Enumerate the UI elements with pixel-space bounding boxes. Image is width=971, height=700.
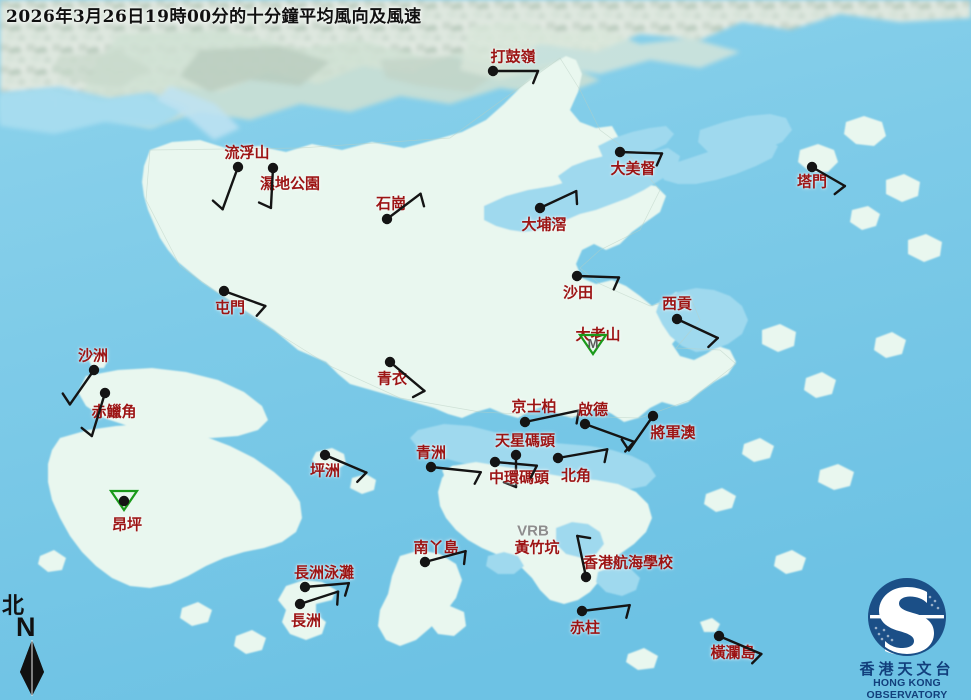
svg-text:M: M (588, 336, 599, 351)
hko-emblem-icon (868, 578, 946, 656)
station-label-wetland-park: 濕地公園 (259, 174, 321, 193)
compass-label-cn: 北 (2, 593, 25, 619)
station-label-ngong-ping: 昂坪 (111, 515, 143, 534)
compass-needle-icon (20, 640, 44, 696)
compass-rose: 北 N (2, 588, 64, 698)
hko-logo-text-zh: 香港天文台 (859, 660, 955, 678)
hko-logo: 香港天文台 HONG KONG OBSERVATORY (848, 578, 966, 700)
station-label-shek-kong: 石崗 (375, 194, 407, 213)
station-label-star-ferry: 天星碼頭 (494, 431, 556, 450)
station-label-wong-chuk-hang: 黃竹坑 (514, 538, 560, 557)
station-label-chek-lap-kok: 赤鱲角 (91, 402, 137, 421)
station-label-hk-sea-school: 香港航海學校 (582, 553, 674, 572)
station-label-tai-mei-tuk: 大美督 (610, 159, 656, 178)
station-label-sha-chau: 沙洲 (77, 346, 109, 365)
station-label-kai-tak: 啟德 (577, 400, 609, 419)
station-label-north-point: 北角 (560, 466, 592, 485)
land-masses (142, 56, 792, 490)
station-label-cheung-chau-beach: 長洲泳灘 (293, 563, 355, 582)
station-label-kings-park: 京士柏 (511, 397, 557, 416)
station-label-lau-fau-shan: 流浮山 (224, 143, 270, 162)
lantau-island (48, 368, 302, 588)
hong-kong-island (438, 462, 652, 604)
variable-wind-annotation: VRB (517, 522, 549, 540)
page-title: 2026年3月26日19時00分的十分鐘平均風向及風速 (6, 7, 422, 27)
hko-logo-text-en: HONG KONG OBSERVATORY (866, 677, 948, 700)
station-label-ta-kwu-ling: 打鼓嶺 (490, 47, 536, 66)
station-label-tsing-yi: 青衣 (376, 369, 408, 388)
station-label-cheung-chau: 長洲 (290, 611, 322, 630)
station-label-green-island: 青洲 (415, 443, 447, 462)
station-label-tai-po-kau: 大埔滘 (521, 215, 567, 234)
station-label-tap-mun: 塔門 (796, 172, 828, 191)
station-label-sai-kung: 西貢 (661, 294, 693, 313)
station-label-lamma-island: 南丫島 (413, 538, 459, 557)
station-label-peng-chau: 坪洲 (309, 461, 341, 480)
compass-label-en: N (16, 612, 36, 642)
station-label-stanley: 赤柱 (569, 618, 601, 637)
station-label-tuen-mun: 屯門 (214, 298, 246, 317)
small-islands (38, 116, 942, 670)
station-label-sha-tin: 沙田 (562, 283, 594, 302)
station-label-tseung-kwan-o: 將軍澳 (650, 423, 696, 442)
